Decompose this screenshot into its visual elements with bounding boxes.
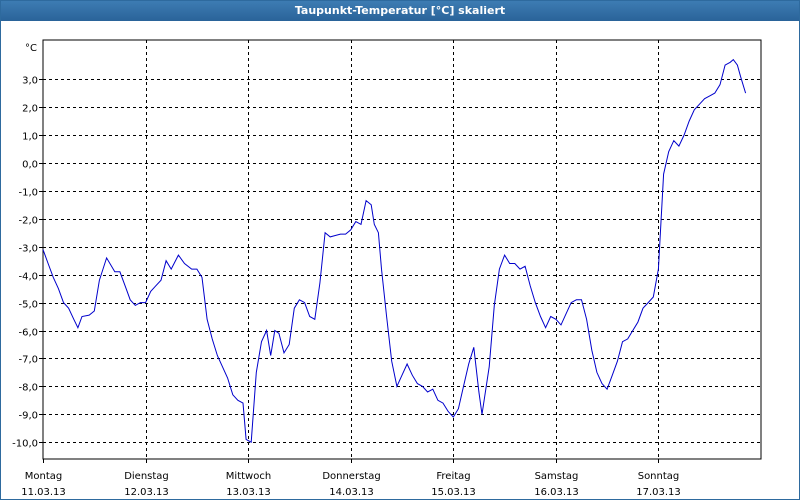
- x-tick-day: Donnerstag: [322, 471, 380, 482]
- y-axis: 3,0 2,0 1,0 0,0 -1,0 -2,0 -3,0 -4,0 -5,0 -6,0 -7,0…: [12, 76, 43, 450]
- y-tick-label: -8,0: [18, 383, 38, 394]
- grid: [43, 40, 761, 459]
- x-tick-date: 14.03.13: [329, 487, 374, 498]
- x-tick-date: 17.03.13: [636, 487, 681, 498]
- x-tick-date: 15.03.13: [431, 487, 476, 498]
- x-tick-date: 12.03.13: [124, 487, 169, 498]
- y-tick-label: -6,0: [18, 328, 38, 339]
- y-tick-label: 0,0: [22, 160, 38, 171]
- y-tick-label: 1,0: [22, 132, 38, 143]
- y-tick-label: -7,0: [18, 355, 38, 366]
- x-tick-day: Samstag: [535, 471, 579, 482]
- x-tick-day: Freitag: [436, 471, 470, 482]
- x-tick-day: Montag: [25, 471, 62, 482]
- x-tick-date: 16.03.13: [534, 487, 579, 498]
- y-tick-label: -5,0: [18, 300, 38, 311]
- plot-area-border: [42, 39, 762, 460]
- y-tick-label: -2,0: [18, 216, 38, 227]
- y-tick-label: -4,0: [18, 272, 38, 283]
- x-tick-date: 13.03.13: [226, 487, 271, 498]
- y-tick-label: -10,0: [12, 439, 38, 450]
- y-tick-label: 3,0: [22, 76, 38, 87]
- x-tick-day: Sonntag: [638, 471, 680, 482]
- chart-title: Taupunkt-Temperatur [°C] skaliert: [1, 1, 799, 21]
- y-tick-label: -9,0: [18, 411, 38, 422]
- x-tick-day: Mittwoch: [226, 471, 271, 482]
- y-tick-label: -1,0: [18, 188, 38, 199]
- x-tick-day: Dienstag: [124, 471, 169, 482]
- y-tick-label: 2,0: [22, 104, 38, 115]
- y-tick-label: -3,0: [18, 244, 38, 255]
- x-axis: Montag 11.03.13 Dienstag 12.03.13 Mittwoch 13…: [21, 459, 681, 498]
- y-unit-label: °C: [25, 43, 37, 54]
- x-tick-date: 11.03.13: [21, 487, 66, 498]
- series-line: [42, 58, 747, 444]
